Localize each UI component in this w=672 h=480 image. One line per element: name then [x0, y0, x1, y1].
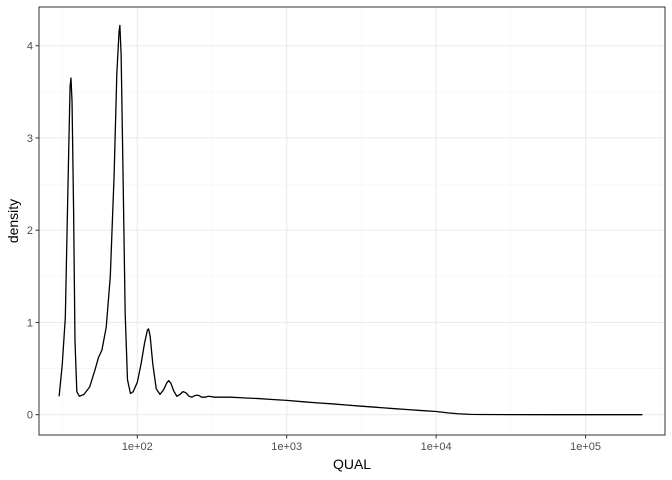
x-tick-label: 1e+02: [122, 441, 153, 453]
y-tick-label: 4: [27, 41, 33, 53]
minor-gridlines: [39, 7, 665, 435]
y-axis-title: density: [5, 199, 21, 243]
y-axis-ticks: 0 1 2 3 4: [27, 41, 39, 422]
x-tick-label: 1e+03: [271, 441, 302, 453]
x-tick-label: 1e+04: [421, 441, 452, 453]
y-tick-label: 1: [27, 317, 33, 329]
x-tick-label: 1e+05: [570, 441, 601, 453]
y-tick-label: 2: [27, 225, 33, 237]
y-tick-label: 0: [27, 410, 33, 422]
y-tick-label: 3: [27, 133, 33, 145]
panel-border: [38, 6, 666, 436]
x-axis-title: QUAL: [333, 456, 371, 472]
density-curve: [58, 24, 643, 416]
x-axis-ticks: 1e+02 1e+03 1e+04 1e+05: [122, 435, 601, 453]
